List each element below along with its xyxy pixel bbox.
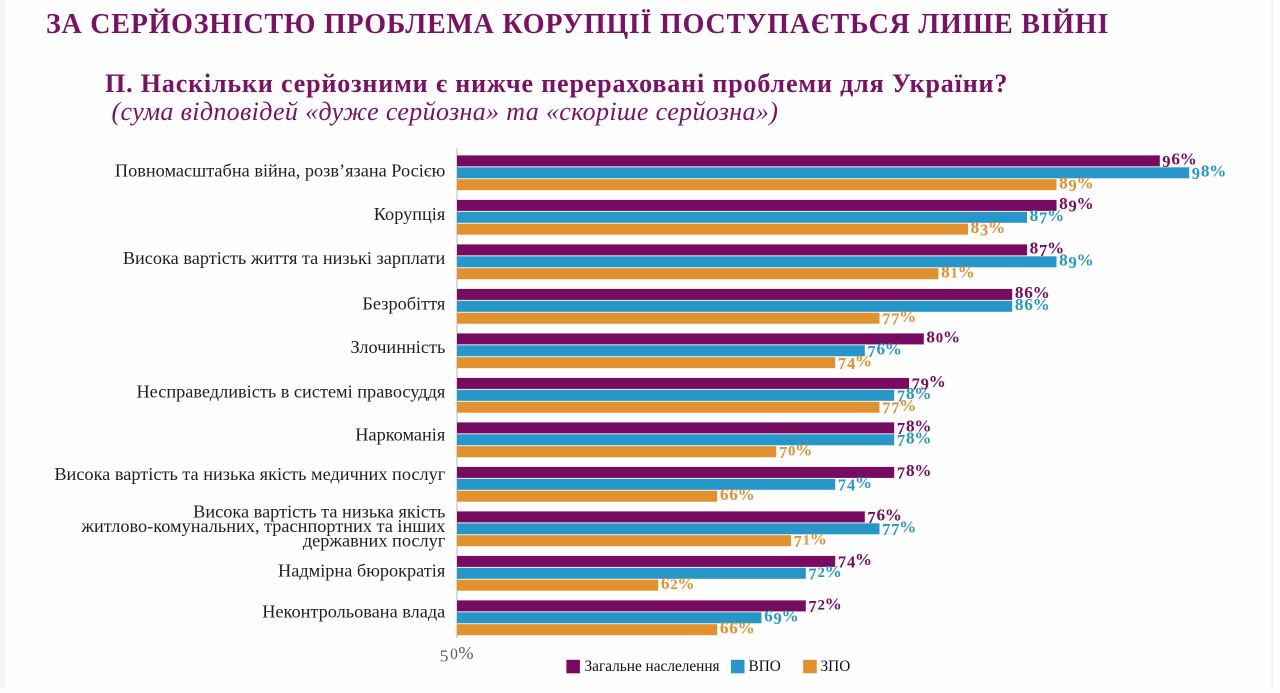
svg-text:77%: 77% [882, 517, 917, 539]
svg-text:86%: 86% [1015, 283, 1051, 302]
svg-text:державних послуг: державних послуг [303, 530, 446, 550]
svg-text:Надмірна бюрократія: Надмірна бюрократія [278, 560, 446, 580]
svg-text:76%: 76% [867, 339, 902, 361]
svg-text:81%: 81% [941, 262, 976, 281]
svg-text:74%: 74% [838, 351, 873, 373]
svg-text:77%: 77% [882, 307, 917, 329]
svg-text:72%: 72% [808, 595, 842, 617]
svg-text:69%: 69% [764, 606, 799, 628]
svg-text:50%: 50% [440, 643, 476, 666]
svg-text:87%: 87% [1030, 206, 1065, 228]
svg-text:Висока вартість та низька якіс: Висока вартість та низька якість медични… [54, 464, 445, 484]
svg-text:89%: 89% [1059, 250, 1094, 272]
svg-text:80%: 80% [926, 328, 961, 347]
svg-text:ВПО: ВПО [749, 658, 781, 675]
svg-text:житлово-комунальних, траснпорт: житлово-комунальних, траснпортних та інш… [80, 516, 445, 536]
svg-text:98%: 98% [1192, 161, 1227, 183]
svg-text:83%: 83% [971, 218, 1006, 240]
svg-text:72%: 72% [808, 562, 842, 584]
svg-text:70%: 70% [779, 440, 813, 462]
svg-text:62%: 62% [661, 574, 696, 593]
svg-text:Корупція: Корупція [374, 204, 446, 224]
svg-text:79%: 79% [912, 372, 947, 394]
svg-text:74%: 74% [838, 473, 873, 495]
svg-text:89%: 89% [1059, 173, 1094, 195]
svg-text:78%: 78% [897, 428, 932, 450]
svg-text:87%: 87% [1030, 239, 1065, 261]
svg-text:96%: 96% [1162, 150, 1197, 172]
svg-text:Повномасштабна війна, розв’яза: Повномасштабна війна, розв’язана Росією [115, 160, 445, 180]
svg-text:Загальне наслелення: Загальне наслелення [585, 658, 720, 675]
svg-text:Висока вартість життя та низьк: Висока вартість життя та низькі зарплати [123, 248, 446, 268]
svg-text:71%: 71% [794, 529, 828, 551]
svg-text:76%: 76% [867, 506, 902, 528]
svg-text:Наркоманія: Наркоманія [355, 425, 446, 445]
svg-text:66%: 66% [720, 618, 756, 637]
svg-text:66%: 66% [720, 485, 756, 504]
svg-text:Злочинність: Злочинність [351, 337, 446, 357]
svg-text:78%: 78% [897, 384, 932, 406]
svg-text:86%: 86% [1015, 295, 1051, 314]
svg-text:78%: 78% [897, 461, 932, 483]
svg-text:Неконтрольована влада: Неконтрольована влада [262, 601, 445, 621]
svg-text:89%: 89% [1059, 194, 1094, 216]
svg-text:77%: 77% [882, 396, 917, 418]
svg-text:74%: 74% [838, 550, 873, 572]
svg-text:Несправедливість в системі пра: Несправедливість в системі правосуддя [136, 382, 445, 402]
svg-text:ЗПО: ЗПО [821, 658, 851, 675]
svg-text:Висока вартість та низька якіс: Висока вартість та низька якість [193, 502, 445, 522]
svg-text:78%: 78% [897, 417, 932, 439]
svg-text:Безробіття: Безробіття [362, 294, 445, 314]
